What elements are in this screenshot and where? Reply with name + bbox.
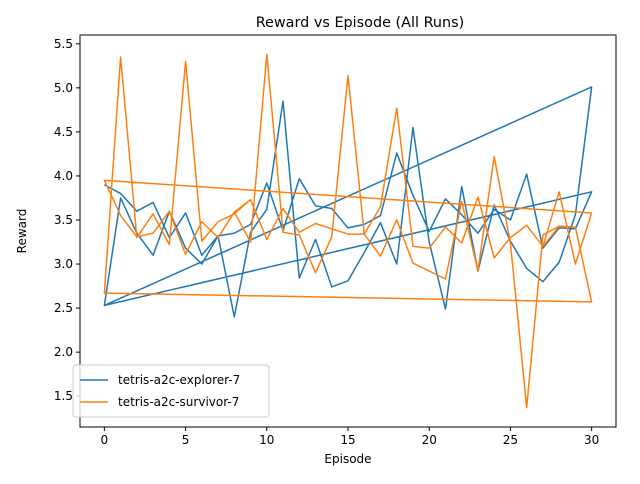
x-tick-label: 20 — [422, 433, 437, 447]
series-explorer — [103, 86, 593, 318]
x-tick-label: 5 — [182, 433, 190, 447]
x-tick-label: 10 — [259, 433, 274, 447]
series-line — [103, 86, 593, 318]
x-tick-label: 15 — [340, 433, 355, 447]
y-tick-label: 4.5 — [54, 125, 73, 139]
y-tick-label: 3.0 — [54, 257, 73, 271]
y-tick-label: 2.0 — [54, 345, 73, 359]
series-layer — [103, 53, 593, 409]
y-tick-label: 2.5 — [54, 301, 73, 315]
plot-area — [103, 53, 593, 409]
y-axis-label: Reward — [15, 209, 29, 254]
x-axis: 0 5 10 15 20 25 30 — [101, 427, 599, 447]
y-tick-label: 3.5 — [54, 213, 73, 227]
x-tick-label: 0 — [101, 433, 109, 447]
y-tick-label: 4.0 — [54, 169, 73, 183]
x-tick-label: 30 — [584, 433, 599, 447]
series-line — [103, 53, 593, 409]
legend-box — [72, 364, 270, 418]
x-axis-label: Episode — [324, 452, 371, 466]
legend-label-explorer: tetris-a2c-explorer-7 — [118, 373, 240, 387]
chart-title: Reward vs Episode (All Runs) — [256, 15, 465, 31]
legend: tetris-a2c-explorer-7 tetris-a2c-survivo… — [72, 364, 270, 418]
legend-label-survivor: tetris-a2c-survivor-7 — [118, 395, 239, 409]
y-tick-label: 5.0 — [54, 81, 73, 95]
x-tick-label: 25 — [503, 433, 518, 447]
series-survivor — [103, 53, 593, 409]
y-tick-label: 5.5 — [54, 37, 73, 51]
y-tick-label: 1.5 — [54, 389, 73, 403]
